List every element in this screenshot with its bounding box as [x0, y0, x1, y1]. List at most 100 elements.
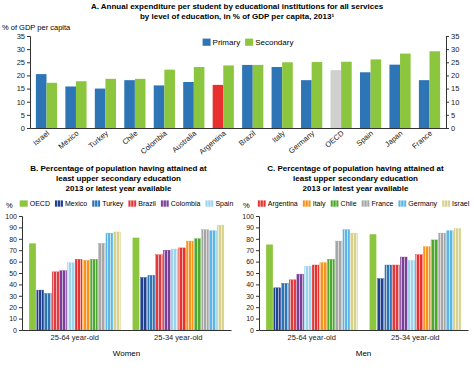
tick-label: 20 [451, 71, 459, 80]
legend-label: Italy [313, 200, 326, 208]
tick-label: 40 [9, 281, 17, 288]
legend: Argentina Italy Chile France Germany Israel [258, 200, 470, 208]
bar [312, 62, 323, 128]
bar [105, 79, 116, 128]
bar [83, 260, 90, 330]
bar [36, 74, 47, 128]
legend-entry: Spain [205, 200, 233, 208]
tick: 15 [17, 84, 30, 93]
legend-label: Spain [215, 200, 233, 208]
tick-mark [19, 319, 22, 320]
legend-label: Germany [408, 200, 437, 208]
legend-entry: Israel [442, 200, 470, 207]
axis-line [256, 217, 260, 331]
bar [331, 70, 342, 128]
tick: 80 [9, 236, 22, 243]
tick-label: 30 [9, 293, 17, 300]
title: B. Percentage of population having attai… [30, 164, 207, 173]
tick-mark [256, 239, 259, 240]
bar [377, 279, 384, 330]
legend-label: Primary [213, 38, 241, 47]
bar [320, 263, 327, 330]
bar [133, 238, 140, 330]
bar [446, 231, 453, 330]
tick-label: 0 [13, 327, 17, 334]
tick: 20 [9, 304, 22, 311]
tick: 50 [246, 270, 259, 277]
tick-label: 60 [246, 258, 254, 265]
x-axis: 25-64 year-old25-34 year-old [260, 330, 469, 342]
legend-swatch [245, 39, 253, 46]
legend-swatch [258, 200, 266, 206]
bar [416, 255, 423, 330]
tick: 15 [446, 84, 459, 93]
tick: 10 [246, 315, 259, 322]
legend-entry: Germany [398, 200, 437, 208]
title: by level of education, in % of GDP per c… [140, 12, 334, 21]
tick-label: 100 [5, 213, 17, 220]
tick: 35 [446, 32, 459, 41]
tick: 30 [9, 293, 22, 300]
bar [423, 247, 430, 330]
legend-swatch [161, 200, 169, 206]
tick-label: 80 [246, 236, 254, 243]
title: least upper secondary education [293, 174, 418, 183]
bar [419, 80, 430, 128]
title: least upper secondary education [56, 174, 181, 183]
legend-entry: Turkey [92, 200, 124, 208]
legend-label: Chile [341, 200, 357, 207]
title: C. Percentage of population having attai… [267, 164, 444, 173]
tick-label: Germany [287, 129, 317, 156]
tick: 70 [9, 247, 22, 254]
tick-mark [27, 62, 30, 63]
tick-label: 50 [9, 270, 17, 277]
tick-mark [27, 102, 30, 103]
bar [274, 288, 281, 330]
tick-label: 25-34 year-old [391, 333, 439, 342]
legend-label: Secondary [255, 38, 293, 47]
tick: 10 [446, 98, 459, 107]
tick-label: Brazil [237, 129, 257, 148]
bar [272, 67, 283, 128]
legend-label: Mexico [65, 200, 87, 207]
bar [75, 259, 82, 330]
tick-label: 20 [9, 304, 17, 311]
legend-entry: Primary [203, 38, 241, 47]
bar [60, 271, 67, 330]
tick: Brazil [237, 128, 257, 148]
bar [439, 233, 446, 330]
legend-entry: France [362, 200, 394, 207]
bar [341, 62, 352, 128]
legend-swatch [303, 200, 311, 206]
bar [431, 240, 438, 330]
tick-mark [19, 330, 22, 331]
legend-label: Argentina [268, 200, 298, 208]
tick-label: 0 [250, 327, 254, 334]
legend-swatch [398, 200, 406, 206]
tick-mark [27, 75, 30, 76]
tick-label: 40 [246, 281, 254, 288]
tick-mark [27, 89, 30, 90]
bar [194, 239, 201, 330]
bar [44, 294, 51, 330]
tick: 25 [446, 58, 459, 67]
tick: Italy [270, 128, 287, 145]
tick: Colombia [139, 128, 170, 156]
tick-label: 30 [451, 45, 459, 54]
tick-label: 70 [246, 247, 254, 254]
y-axis-title: % of GDP per capita [2, 23, 71, 32]
tick-mark [27, 115, 30, 116]
tick-mark [256, 307, 259, 308]
tick: 80 [246, 236, 259, 243]
bar [194, 67, 205, 128]
bar [408, 260, 415, 330]
tick-mark [256, 262, 259, 263]
bar [312, 265, 319, 330]
tick: Japan [383, 128, 404, 149]
bar [400, 54, 411, 128]
tick: 30 [446, 45, 459, 54]
bar [68, 263, 75, 330]
tick: 0 [446, 124, 455, 133]
tick-mark [446, 115, 449, 116]
tick: Australia [170, 128, 199, 154]
